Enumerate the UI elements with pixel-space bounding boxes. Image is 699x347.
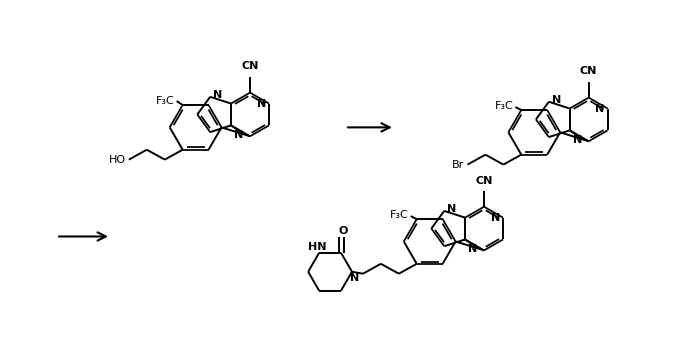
Text: N: N xyxy=(572,135,582,145)
Text: CN: CN xyxy=(475,176,493,186)
Text: HO: HO xyxy=(109,155,126,164)
Text: F₃C: F₃C xyxy=(495,101,513,111)
Text: N: N xyxy=(596,103,605,113)
Text: N: N xyxy=(350,273,359,283)
Text: O: O xyxy=(338,226,347,236)
Text: CN: CN xyxy=(241,61,259,71)
Text: N: N xyxy=(257,99,266,109)
Text: N: N xyxy=(447,204,456,214)
Text: CN: CN xyxy=(580,66,598,76)
Text: N: N xyxy=(468,244,477,254)
Text: N: N xyxy=(491,213,500,223)
Text: F₃C: F₃C xyxy=(156,96,175,106)
Text: Br: Br xyxy=(452,160,465,170)
Text: N: N xyxy=(552,95,561,105)
Text: HN: HN xyxy=(308,242,326,252)
Text: N: N xyxy=(213,90,222,100)
Text: F₃C: F₃C xyxy=(390,210,409,220)
Text: N: N xyxy=(234,130,243,140)
